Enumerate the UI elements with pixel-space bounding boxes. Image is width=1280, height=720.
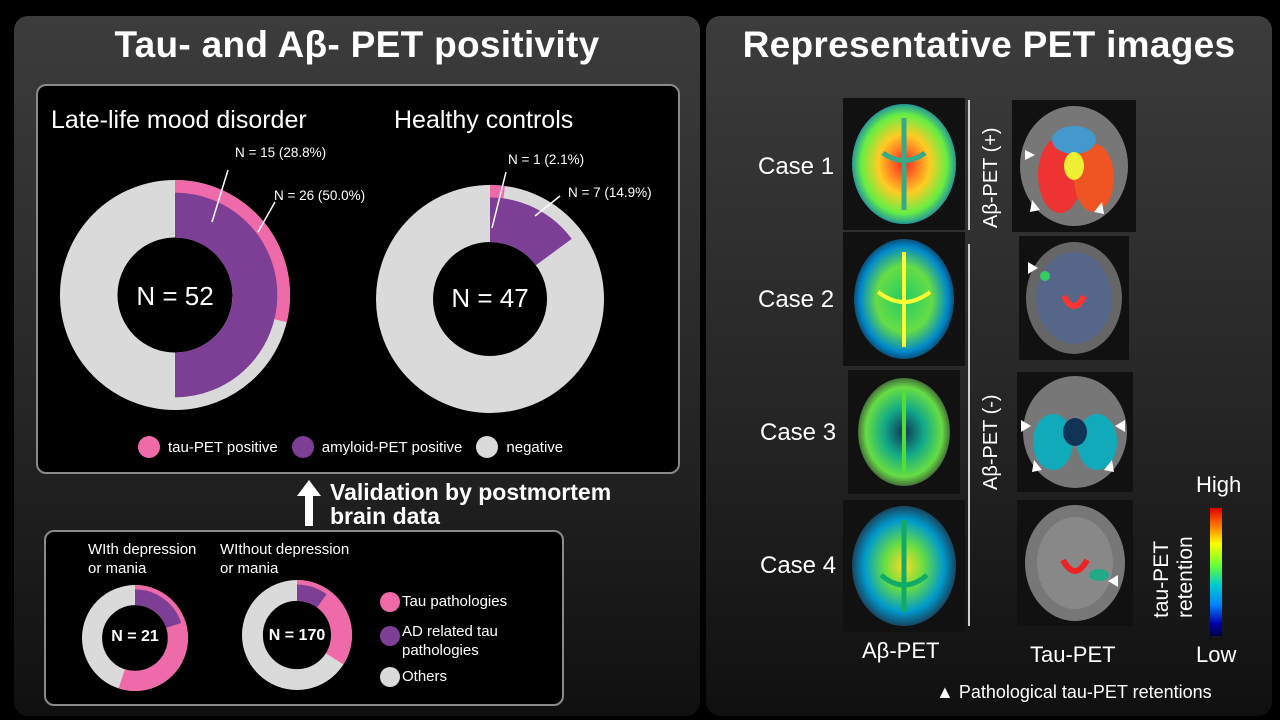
ab-pet-scan-case-3 (848, 370, 960, 494)
colorbar-low-label: Low (1196, 642, 1237, 667)
tau-pet-scan-case-2 (1019, 236, 1129, 360)
left-panel-title: Tau- and Aβ- PET positivity (114, 24, 600, 65)
column-label-ab-pet: Aβ-PET (862, 638, 940, 663)
center-n-controls: N = 47 (451, 283, 529, 313)
ab-pet-scan-case-2 (843, 232, 965, 366)
tau-pet-scan-case-3 (1017, 372, 1133, 492)
tau-pet-scan-case-4 (1017, 500, 1133, 626)
colorbar-title: tau-PET retention (1150, 498, 1198, 618)
column-label-tau-pet: Tau-PET (1030, 642, 1116, 667)
legend-label-negative: negative (506, 438, 564, 456)
annot-mood-tau: N = 15 (28.8%) (235, 145, 327, 160)
case-label-4: Case 4 (760, 552, 837, 579)
validation-text: Validation by postmortem brain data (330, 480, 611, 528)
validation-line-1: Validation by postmortem (330, 479, 612, 505)
bottom-legend-label-ad-1: AD related tau (402, 623, 498, 640)
annot-controls-amyloid: N = 7 (14.9%) (568, 185, 652, 200)
donut-chart-with-depression (81, 584, 189, 692)
legend-item-amyloid: amyloid-PET positive (291, 436, 463, 458)
bottom-label-without-line1: WIthout depression (220, 541, 350, 558)
case-label-1: Case 1 (758, 153, 835, 180)
colorbar-title-line1: tau-PET (1150, 540, 1173, 618)
donut-slice-amyloid (489, 197, 572, 266)
donut-slice-amyloid (296, 584, 327, 608)
case-label-2: Case 2 (758, 286, 835, 313)
triangle-marker-icon (1028, 262, 1038, 274)
legend-label-tau: tau-PET positive (168, 438, 278, 456)
donut-slice-amyloid (174, 192, 278, 398)
group-label-controls: Healthy controls (394, 106, 574, 134)
annot-mood-amyloid: N = 26 (50.0%) (274, 188, 366, 203)
bottom-legend-label-tau: Tau pathologies (402, 593, 508, 610)
bottom-legend-others: Others (380, 667, 448, 687)
group-label-mood: Late-life mood disorder (51, 106, 307, 134)
colorbar-high-label: High (1196, 472, 1242, 497)
ab-negative-label: Aβ-PET (-) (980, 394, 1002, 490)
legend-item-negative: negative (476, 436, 563, 458)
legend-label-amyloid: amyloid-PET positive (321, 438, 463, 456)
colorbar (1210, 508, 1222, 636)
legend-swatch-tau (138, 436, 160, 458)
right-panel-title: Representative PET images (742, 24, 1236, 65)
donut-slice-amyloid (134, 589, 182, 629)
case-label-3: Case 3 (760, 419, 837, 446)
center-n-mood: N = 52 (136, 281, 214, 311)
colorbar-title-line2: retention (1174, 536, 1197, 618)
divider-ab-positive (968, 100, 970, 230)
footnote: ▲ Pathological tau-PET retentions (936, 682, 1212, 702)
annot-controls-tau: N = 1 (2.1%) (508, 152, 585, 167)
bottom-label-with-line1: WIth depression (88, 541, 197, 558)
ab-pet-scan-case-1 (843, 98, 965, 230)
triangle-marker-icon (1115, 420, 1125, 432)
legend-swatch-negative (476, 436, 499, 458)
center-n-without: N = 170 (268, 627, 326, 644)
bottom-label-without: WIthout depression or mania (220, 540, 349, 578)
bottom-legend-swatch-tau (380, 592, 400, 612)
top-legend: tau-PET positive amyloid-PET positive ne… (138, 436, 577, 458)
triangle-marker-icon (1104, 460, 1114, 472)
bottom-legend-swatch-others (380, 667, 400, 687)
ab-positive-label: Aβ-PET (+) (980, 127, 1002, 228)
arrow-up-icon (297, 480, 321, 526)
validation-line-2: brain data (330, 503, 440, 529)
leader-line (257, 201, 276, 233)
donut-chart-without-depression (242, 580, 352, 690)
triangle-marker-icon (1025, 150, 1035, 160)
bottom-legend-tau: Tau pathologies (380, 592, 508, 612)
leader-line (211, 169, 229, 223)
triangle-marker-icon (1021, 420, 1031, 432)
triangle-marker-icon (1094, 202, 1104, 214)
donut-chart-mood (60, 180, 290, 410)
center-n-with: N = 21 (111, 628, 159, 645)
leader-line (491, 171, 507, 229)
bottom-label-with: WIth depression or mania (88, 540, 196, 578)
divider-ab-negative (968, 244, 970, 626)
bottom-label-with-line2: or mania (88, 560, 147, 577)
bottom-legend-ad: AD related tau pathologies (380, 622, 498, 660)
legend-swatch-amyloid (291, 436, 314, 458)
ab-pet-scan-case-4 (843, 500, 965, 632)
triangle-marker-icon (1108, 575, 1118, 587)
leader-line (534, 195, 561, 217)
bottom-label-without-line2: or mania (220, 560, 279, 577)
bottom-legend-swatch-ad (380, 626, 400, 646)
triangle-marker-icon (1032, 460, 1042, 472)
bottom-legend-label-ad-2: pathologies (402, 642, 479, 659)
triangle-marker-icon (1030, 200, 1040, 212)
right-panel: Representative PET images (706, 16, 1272, 716)
legend-item-tau: tau-PET positive (138, 436, 278, 458)
bottom-legend-label-others: Others (402, 668, 448, 685)
